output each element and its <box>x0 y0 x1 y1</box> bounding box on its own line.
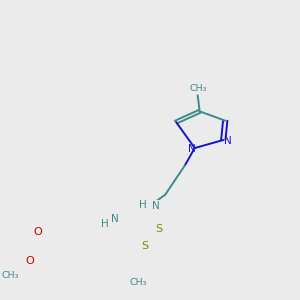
Text: CH₃: CH₃ <box>190 84 207 93</box>
Text: N: N <box>111 214 119 224</box>
Text: N: N <box>188 144 196 154</box>
Text: N: N <box>224 136 232 146</box>
Text: N: N <box>152 201 159 211</box>
Text: O: O <box>25 256 34 266</box>
Text: H: H <box>139 200 146 210</box>
Text: S: S <box>155 224 162 234</box>
Text: S: S <box>141 241 148 251</box>
Text: CH₃: CH₃ <box>130 278 147 287</box>
Text: O: O <box>33 227 42 237</box>
Text: H: H <box>101 219 109 229</box>
Text: CH₃: CH₃ <box>1 271 19 280</box>
